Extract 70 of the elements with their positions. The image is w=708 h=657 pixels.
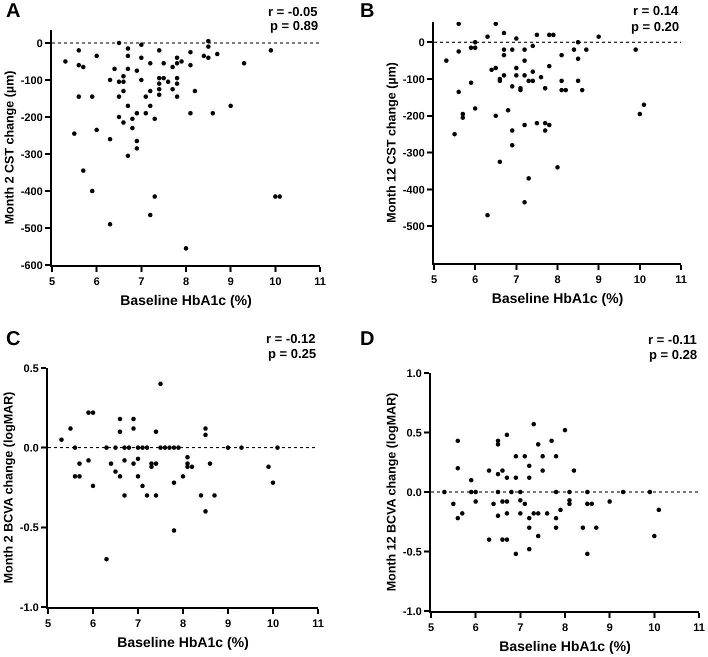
y-tick-label: -400 <box>20 186 43 198</box>
x-tick-label: 9 <box>606 622 613 634</box>
text: p = 0.28 <box>649 347 698 362</box>
y-tick-label: -500 <box>20 222 43 235</box>
x-axis-title: Baseline HbA1c (%) <box>499 638 631 654</box>
x-tick-label: 5 <box>48 276 56 288</box>
x-tick-label: 6 <box>90 618 96 630</box>
x-tick-label: 9 <box>228 276 234 288</box>
x-tick-label: 9 <box>224 618 232 630</box>
x-tick-label: 10 <box>266 618 280 630</box>
x-axis-title: Baseline HbA1c (%) <box>120 292 252 308</box>
x-tick-label: 7 <box>513 274 520 286</box>
y-tick-label: 1.0 <box>406 368 422 380</box>
x-tick-label: 7 <box>517 622 524 634</box>
x-tick-label: 6 <box>472 622 479 634</box>
text: p = 0.25 <box>268 346 316 361</box>
x-tick-label: 5 <box>44 618 52 630</box>
x-tick-label: 8 <box>562 622 568 634</box>
y-tick-label: -300 <box>20 148 43 161</box>
y-tick-label: -200 <box>402 110 425 123</box>
chart-title: C <box>6 328 20 350</box>
y-tick-label: 0.5 <box>406 427 422 440</box>
x-tick-label: 11 <box>314 276 326 288</box>
x-tick-label: 5 <box>430 274 438 286</box>
y-axis-title: Month 2 BCVA change (logMAR) <box>1 392 16 584</box>
text: r = -0.11 <box>648 332 697 347</box>
x-tick-label: 9 <box>596 274 602 286</box>
y-tick-label: -1.0 <box>20 602 39 614</box>
x-tick-label: 6 <box>472 274 478 286</box>
x-tick-label: 8 <box>180 618 186 630</box>
y-axis-title: Month 12 BCVA change (logMAR) <box>384 392 398 592</box>
x-tick-label: 11 <box>675 274 687 286</box>
x-tick-label: 7 <box>138 276 144 288</box>
x-tick-label: 8 <box>554 274 561 286</box>
y-tick-label: -400 <box>402 184 425 196</box>
text: r = 0.14 <box>633 3 679 18</box>
x-tick-label: 11 <box>312 618 324 630</box>
y-tick-label: 0.0 <box>24 442 39 455</box>
y-tick-label: -0.5 <box>402 546 422 558</box>
y-tick-label: -100 <box>402 74 425 86</box>
annotation: p = 0.89 <box>270 18 318 33</box>
x-tick-label: 11 <box>693 622 705 634</box>
x-tick-label: 7 <box>134 618 142 630</box>
y-axis-title: Month 12 CST change (µm) <box>384 62 398 223</box>
chart-title: B <box>360 0 374 22</box>
x-axis-title: Baseline HbA1c (%) <box>492 290 624 306</box>
chart-title: D <box>360 328 374 350</box>
y-tick-label: 0 <box>418 37 425 50</box>
x-tick-label: 8 <box>182 276 190 288</box>
x-tick-label: 10 <box>269 276 282 288</box>
x-tick-label: 10 <box>648 622 660 634</box>
annotation: p = 0.20 <box>631 19 680 34</box>
y-tick-label: 0.0 <box>406 486 422 499</box>
text: r = -0.12 <box>266 331 316 346</box>
text: r = -0.05 <box>268 4 318 19</box>
y-tick-label: -100 <box>20 74 43 87</box>
x-tick-label: 5 <box>428 622 434 634</box>
y-tick-label: -200 <box>20 112 43 124</box>
y-tick-label: 0 <box>36 38 43 50</box>
x-tick-label: 6 <box>94 276 100 288</box>
y-tick-label: -300 <box>402 147 425 160</box>
chart-title: A <box>6 0 20 22</box>
y-tick-label: -500 <box>402 221 425 234</box>
y-tick-label: -600 <box>20 260 43 272</box>
x-tick-label: 10 <box>634 274 646 286</box>
y-axis-title: Month 2 CST change (µm) <box>2 70 16 224</box>
x-axis-title: Baseline HbA1c (%) <box>117 634 249 650</box>
y-tick-label: 0.5 <box>24 362 39 375</box>
y-tick-label: -0.5 <box>20 522 39 534</box>
y-tick-label: -1.0 <box>402 606 422 618</box>
